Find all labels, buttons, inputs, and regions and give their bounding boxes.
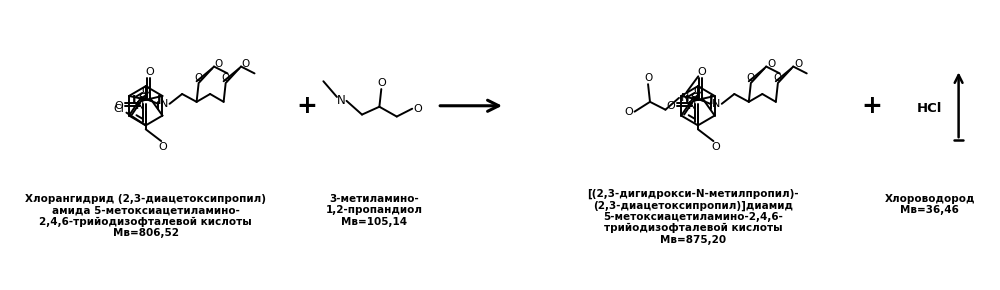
Text: 3-метиламино-: 3-метиламино- [330,194,419,204]
Text: O: O [114,101,123,111]
Text: O: O [377,78,386,88]
Text: O: O [794,59,802,69]
Text: O: O [711,142,720,152]
Text: O: O [141,86,150,96]
Text: I: I [132,94,137,107]
Text: O: O [194,73,203,83]
Text: N: N [688,101,696,111]
Text: O: O [215,59,223,69]
Text: I: I [157,94,161,107]
Text: N: N [136,101,144,111]
Text: O: O [242,59,250,69]
Text: N: N [712,99,720,109]
Text: Мв=105,14: Мв=105,14 [341,217,408,227]
Text: O: O [414,104,422,114]
Text: I: I [684,94,689,107]
Text: амида 5-метоксиацетиламино-: амида 5-метоксиацетиламино- [52,205,240,215]
Text: [(2,3-дигидрокси-N-метилпропил)-: [(2,3-дигидрокси-N-метилпропил)- [587,189,799,200]
Text: O: O [138,93,147,103]
Text: (2,3-диацетоксипропил)]диамид: (2,3-диацетоксипропил)]диамид [593,201,793,211]
Text: N: N [681,93,689,103]
Text: трийодизофталевой кислоты: трийодизофталевой кислоты [604,223,782,233]
Text: HCl: HCl [917,102,942,115]
Text: O: O [221,73,230,83]
Text: O: O [774,73,782,83]
Text: Хлорангидрид (2,3-диацетоксипропил): Хлорангидрид (2,3-диацетоксипропил) [25,194,266,204]
Text: O: O [698,67,706,77]
Text: O: O [146,67,154,77]
Text: 1,2-пропандиол: 1,2-пропандиол [326,205,423,215]
Text: O: O [691,93,699,103]
Text: I: I [709,94,713,107]
Text: O: O [159,142,167,152]
Text: 2,4,6-трийодизофталевой кислоты: 2,4,6-трийодизофталевой кислоты [39,217,252,227]
Text: O: O [667,101,675,111]
Text: O: O [644,73,652,83]
Text: N: N [160,99,168,109]
Text: O: O [693,86,702,96]
Text: Мв=36,46: Мв=36,46 [900,205,959,215]
Text: O: O [767,59,775,69]
Text: +: + [297,94,317,118]
Text: O: O [624,107,633,117]
Text: Cl: Cl [113,104,124,114]
Text: +: + [861,94,882,118]
Text: 5-метоксиацетиламино-2,4,6-: 5-метоксиацетиламино-2,4,6- [603,212,783,222]
Text: N: N [336,94,345,107]
Text: Мв=875,20: Мв=875,20 [660,235,726,245]
Text: Хлороводород: Хлороводород [884,194,975,204]
Text: Мв=806,52: Мв=806,52 [113,228,179,238]
Text: O: O [747,73,755,83]
